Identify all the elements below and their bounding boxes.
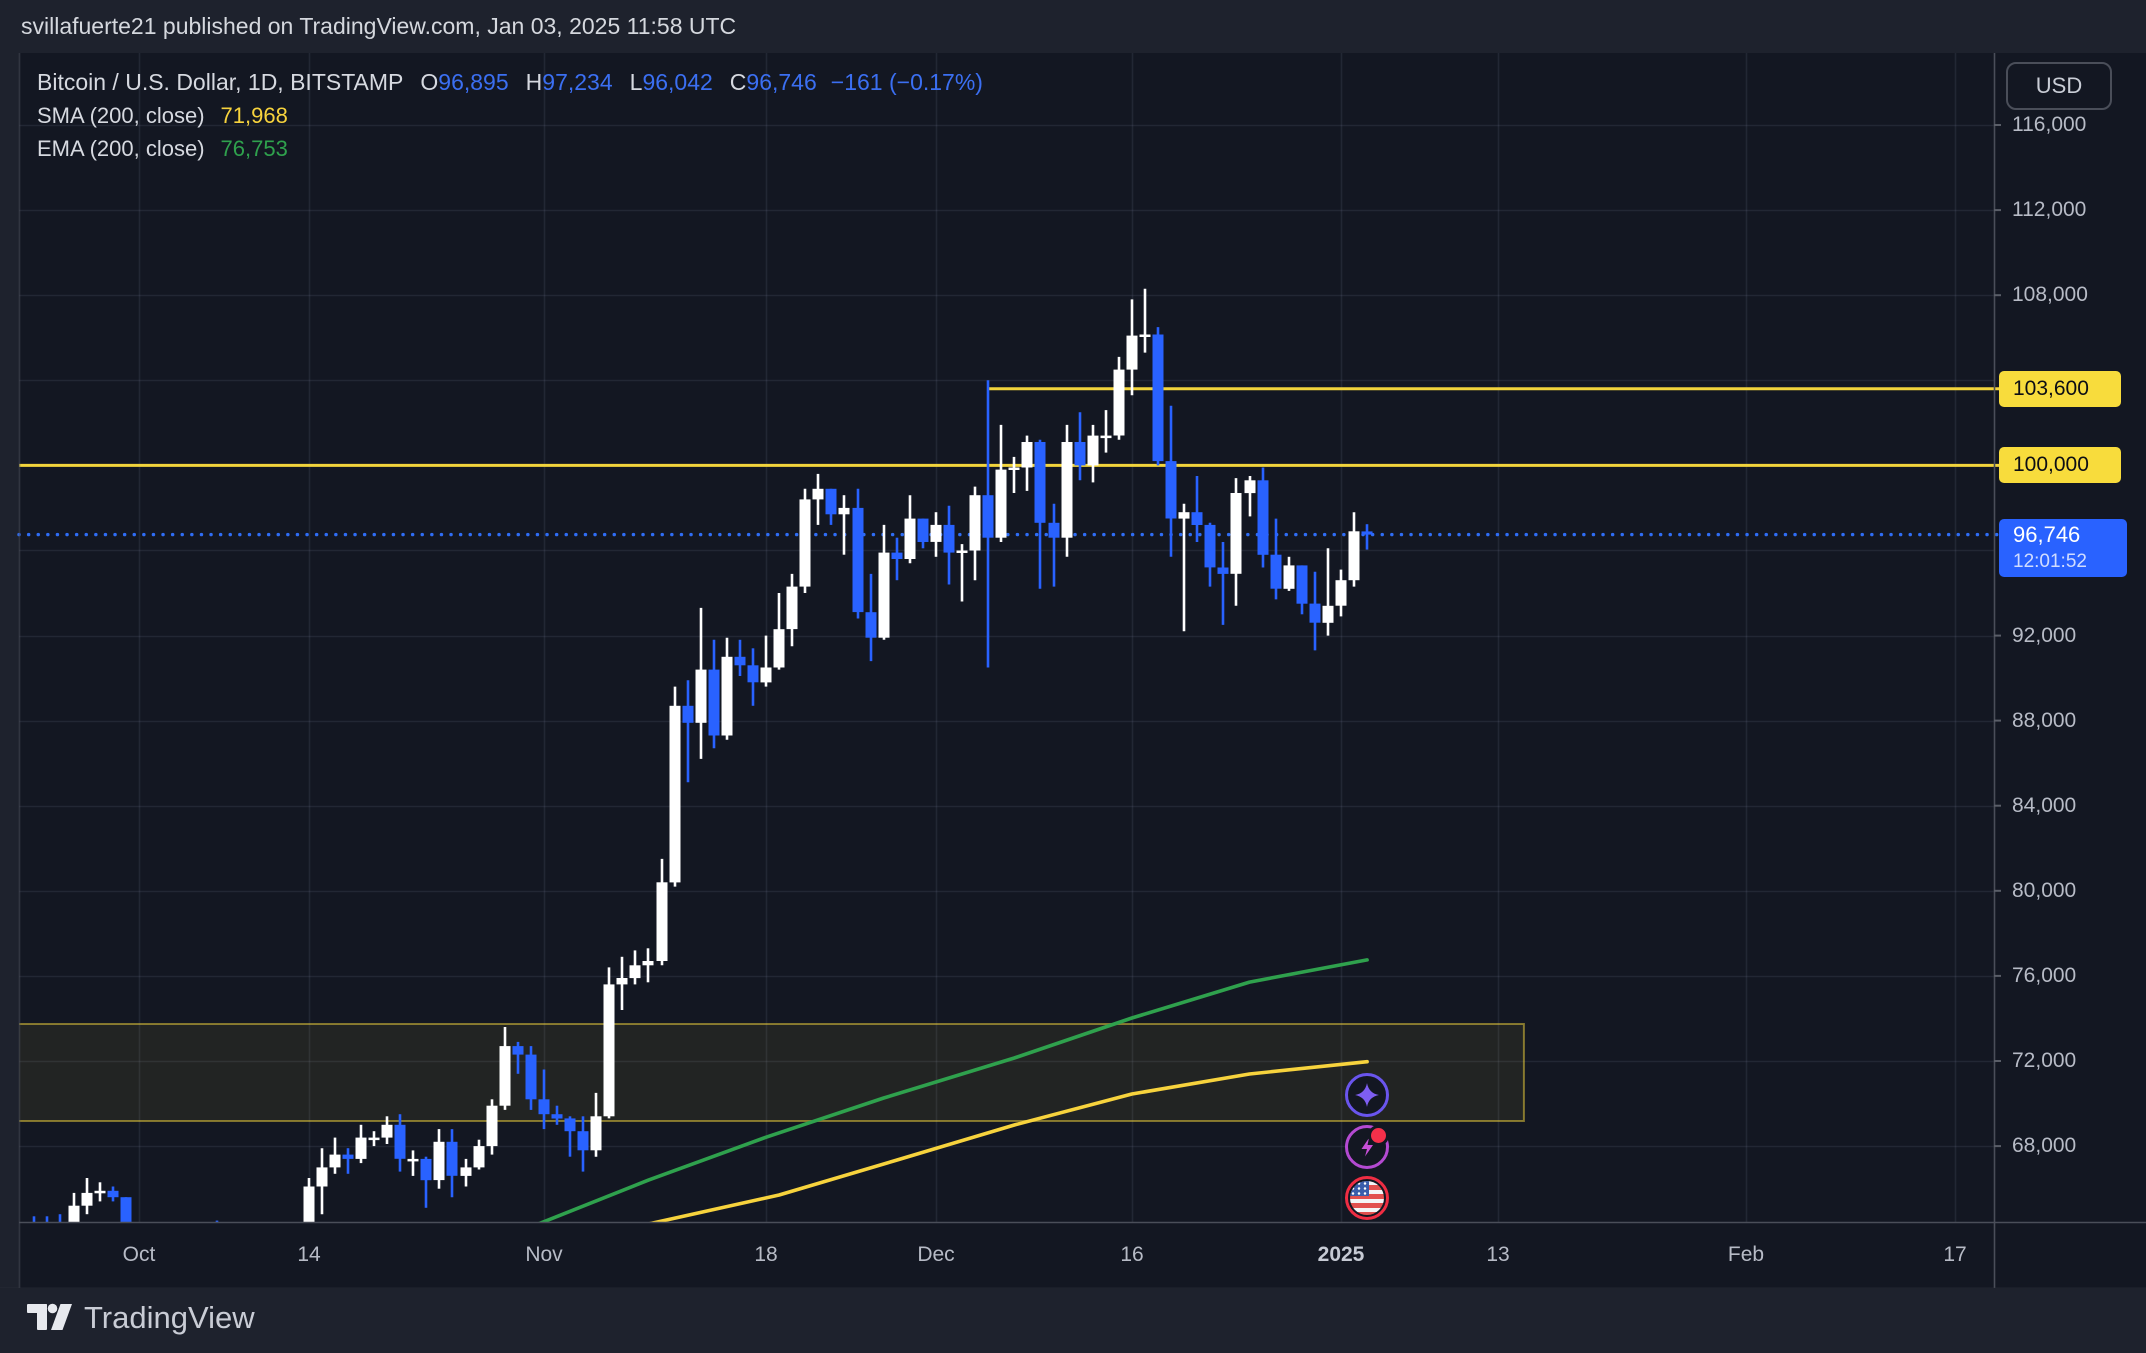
time-tick-label: 16 [1120,1243,1144,1266]
price-tick-label: 80,000 [2012,879,2077,902]
last-price-label: 96,746 12:01:52 [1999,519,2127,577]
time-tick-label: 13 [1486,1243,1510,1266]
currency-toggle-button[interactable]: USD [2006,62,2112,110]
sma-value: 71,968 [220,102,288,128]
footer-bar: TradingView [0,1288,2146,1348]
countdown-timer: 12:01:52 [2013,551,2087,572]
legend-ema-row[interactable]: EMA (200, close) 76,753 [37,132,983,165]
ohlc-high: H97,234 [525,69,613,95]
price-level-label-100000: 100,000 [1999,447,2121,483]
legend-sma-row[interactable]: SMA (200, close) 71,968 [37,99,983,132]
price-tick-label: 112,000 [2012,198,2087,221]
symbol-title: Bitcoin / U.S. Dollar, 1D, BITSTAMP [37,69,404,95]
price-tick-label: 108,000 [2012,283,2088,306]
time-tick-label: 14 [297,1243,321,1266]
price-level-label-103600: 103,600 [1999,371,2121,407]
price-tick-label: 76,000 [2012,964,2077,987]
sma-label: SMA (200, close) [37,102,205,128]
candles-layer [32,288,1373,1222]
tradingview-logo-icon [27,1303,72,1330]
ohlc-open: O96,895 [420,69,509,95]
time-tick-label: 18 [754,1243,778,1266]
us-flag-icon[interactable] [1345,1176,1389,1220]
notification-dot [1368,1125,1389,1146]
ema-label: EMA (200, close) [37,135,205,161]
legend-symbol-row[interactable]: Bitcoin / U.S. Dollar, 1D, BITSTAMP O96,… [37,66,983,99]
publish-bar: svillafuerte21 published on TradingView.… [0,0,2146,53]
time-tick-label: Dec [917,1243,955,1266]
time-tick-label: Feb [1727,1243,1765,1266]
us-flag-canton [1350,1181,1369,1196]
price-tick-label: 72,000 [2012,1049,2077,1072]
sparkle-icon[interactable] [1345,1073,1389,1117]
price-tick-label: 88,000 [2012,709,2077,732]
ema-value: 76,753 [220,135,288,161]
price-tick-label: 116,000 [2012,113,2087,136]
us-flag-image [1350,1181,1384,1215]
chart-legend: Bitcoin / U.S. Dollar, 1D, BITSTAMP O96,… [37,66,983,165]
chart-background [19,53,2146,1288]
time-tick-label: 17 [1943,1243,1967,1266]
price-tick-label: 92,000 [2012,624,2077,647]
sparkle-glyph [1355,1083,1379,1107]
change-value: −161 (−0.17%) [830,69,983,95]
price-tick-label: 68,000 [2012,1134,2077,1157]
time-tick-label: 2025 [1317,1243,1365,1266]
last-price-value: 96,746 [2013,522,2081,547]
ohlc-low: L96,042 [629,69,713,95]
time-tick-label: Nov [525,1243,563,1266]
lightning-glyph [1361,1138,1373,1157]
ohlc-close: C96,746 [729,69,817,95]
tradingview-brand-text[interactable]: TradingView [84,1300,255,1335]
time-tick-label: Oct [122,1243,156,1266]
price-tick-label: 84,000 [2012,794,2077,817]
published-line: svillafuerte21 published on TradingView.… [21,13,737,39]
lightning-icon[interactable] [1345,1125,1389,1169]
